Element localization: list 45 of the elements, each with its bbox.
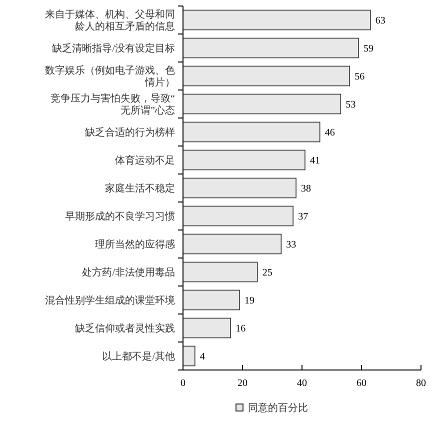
data-label: 25: [262, 268, 272, 278]
bar: [182, 318, 231, 338]
y-tick-label: 以上都不是/其他: [102, 350, 175, 362]
bar: [182, 206, 294, 226]
y-tick-label: 家庭生活不稳定: [105, 182, 175, 194]
bar: [182, 150, 306, 170]
legend-label: 同意的百分比: [248, 402, 308, 414]
x-tick-label: 60: [356, 378, 366, 389]
data-label: 38: [301, 184, 312, 194]
x-tick-label: 40: [297, 378, 307, 389]
x-tick-label: 0: [180, 378, 186, 389]
y-tick-label: 处方药/非法使用毒品: [82, 266, 175, 278]
bar: [182, 262, 258, 282]
bar: [182, 346, 196, 366]
data-label: 63: [375, 16, 386, 26]
y-tick-label: 竞争压力与害怕失败，导致“无所谓”心态: [50, 92, 176, 116]
x-tick-label: 80: [416, 378, 426, 389]
y-tick-label: 来自于媒体、机构、父母和同龄人的相互矛盾的信息: [45, 8, 175, 32]
y-tick-label: 数字娱乐（例如电子游戏、色情片）: [45, 64, 175, 88]
y-tick-label: 缺乏合适的行为榜样: [85, 126, 175, 138]
data-label: 46: [324, 128, 335, 138]
bar: [182, 66, 350, 86]
bar: [182, 290, 240, 310]
data-label: 19: [244, 296, 255, 306]
x-tick-label: 20: [238, 378, 248, 389]
y-tick-label: 混合性别学生组成的课堂环境: [45, 294, 175, 306]
data-label: 59: [364, 44, 374, 54]
data-label: 37: [298, 212, 308, 222]
data-label: 33: [286, 240, 296, 250]
bar: [182, 122, 320, 142]
y-tick-label: 理所当然的应得感: [95, 238, 175, 250]
y-tick-label: 缺乏信仰或者灵性实践: [75, 322, 175, 334]
data-label: 16: [236, 324, 246, 334]
bar: [182, 234, 282, 254]
data-label: 56: [354, 72, 365, 82]
data-label: 53: [346, 100, 356, 110]
y-tick-label: 缺乏清晰指导/没有设定目标: [52, 42, 175, 54]
bar: [182, 10, 371, 30]
data-label: 41: [310, 156, 320, 166]
bar: [182, 38, 359, 58]
bar: [182, 178, 296, 198]
data-label: 4: [200, 352, 205, 362]
y-tick-label: 早期形成的不良学习习惯: [65, 210, 175, 222]
bar: [182, 94, 342, 114]
y-tick-label: 体育运动不足: [115, 154, 175, 166]
